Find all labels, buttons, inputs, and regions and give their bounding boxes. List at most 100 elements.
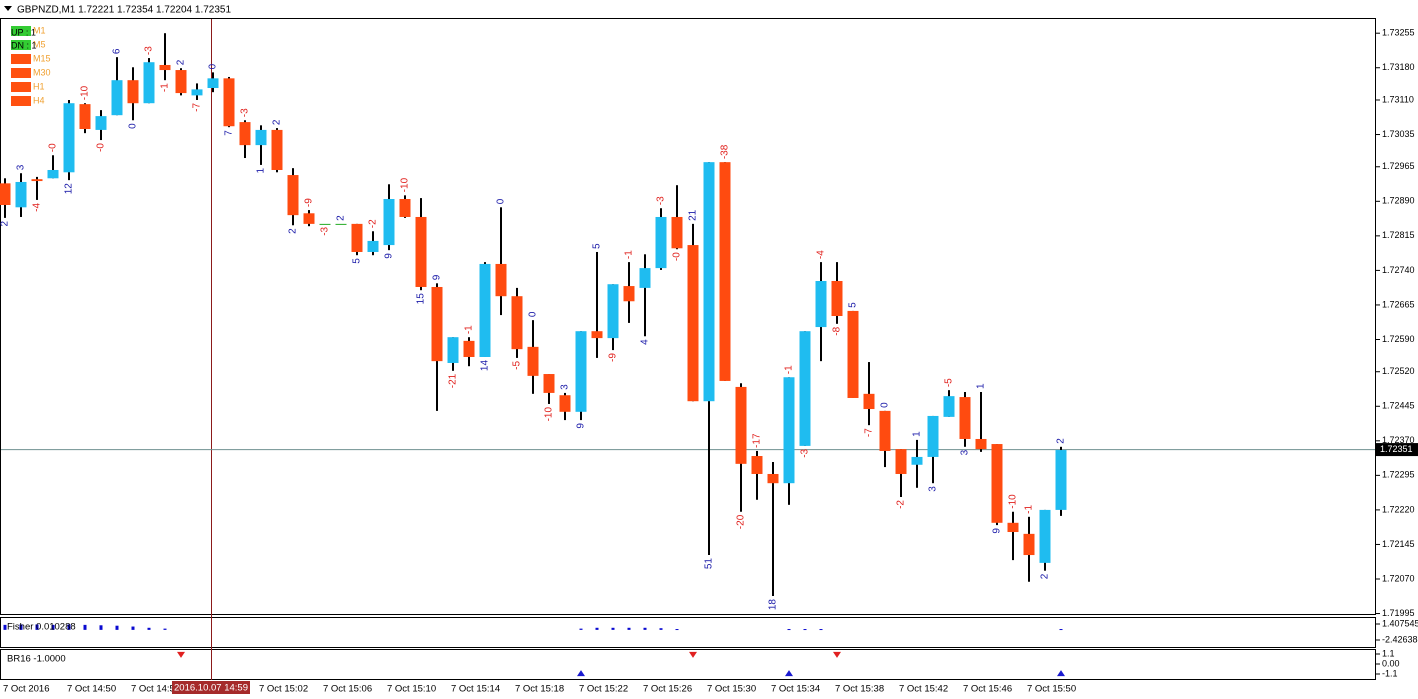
fisher-bar xyxy=(51,624,55,630)
candle-body xyxy=(655,216,667,269)
price-label-box xyxy=(1376,443,1418,457)
candle-label: 9 xyxy=(576,423,587,429)
timeframe-label: M5 xyxy=(33,39,46,49)
candle-body xyxy=(367,240,379,252)
candle-label: 5 xyxy=(352,258,363,264)
timeframe-box xyxy=(11,26,31,36)
candle-body xyxy=(207,78,219,89)
x-tick-label: 7 Oct 15:46 xyxy=(963,684,1012,695)
fisher-bar xyxy=(1059,629,1063,631)
candle-label: 4 xyxy=(640,339,651,345)
x-tick-label: 7 Oct 15:38 xyxy=(835,684,884,695)
fisher-bar xyxy=(147,627,151,630)
timeframe-box xyxy=(11,54,31,64)
candle-body xyxy=(287,175,299,216)
candle-label: 3 xyxy=(960,449,971,455)
header-icon xyxy=(4,6,12,11)
candle-body xyxy=(95,116,107,130)
candle-body xyxy=(879,410,891,451)
y-tick-label: 1.73110 xyxy=(1382,94,1414,104)
chart-title: GBPNZD,M1 1.72221 1.72354 1.72204 1.7235… xyxy=(17,5,231,16)
candle-body xyxy=(431,286,443,362)
candle-label: 18 xyxy=(768,599,779,611)
up-count: UP : 1 xyxy=(11,27,36,37)
signal-arrow xyxy=(785,670,793,677)
y-tick-label: 1.72070 xyxy=(1382,573,1415,583)
fisher-bar xyxy=(643,627,647,630)
candle-label: 2 xyxy=(0,220,11,226)
candle-body xyxy=(351,223,363,252)
candle-label: -2 xyxy=(896,500,907,509)
candle-body xyxy=(415,216,427,287)
y-tick-label: 1.73035 xyxy=(1382,129,1415,139)
candle-label: -5 xyxy=(512,360,523,369)
candle-label: -4 xyxy=(32,203,43,212)
candle-label: 21 xyxy=(688,209,699,221)
candle-label: 6 xyxy=(112,48,123,54)
timeframe-box xyxy=(11,96,31,106)
candle-body xyxy=(559,395,571,412)
candle-body xyxy=(847,310,859,398)
candle-body xyxy=(15,181,27,208)
y-tick-label: 1.72220 xyxy=(1382,504,1415,514)
candle-label: 7 xyxy=(224,130,235,136)
candle-label: -17 xyxy=(752,433,763,448)
candle-label: -9 xyxy=(608,353,619,362)
x-tick-label: 7 Oct 15:34 xyxy=(771,684,820,695)
fisher-bar xyxy=(579,628,583,630)
candle-label: 0 xyxy=(528,311,539,317)
candle-body xyxy=(143,62,155,104)
candle-body xyxy=(1039,509,1051,563)
candle-body xyxy=(463,340,475,357)
candle-label: 0 xyxy=(496,198,507,204)
candle-body xyxy=(191,89,203,96)
fisher-bar xyxy=(627,627,631,630)
candle-label: -7 xyxy=(192,103,203,112)
fisher-bar xyxy=(675,629,679,631)
candle-label: -10 xyxy=(80,85,91,100)
signal-arrow xyxy=(689,651,697,658)
candle-label: -5 xyxy=(944,378,955,387)
candle-body xyxy=(991,444,1003,523)
cursor-time-box xyxy=(172,681,250,694)
candle-label: -3 xyxy=(144,46,155,55)
x-tick-label: 7 Oct 15:22 xyxy=(579,684,628,695)
y-tick-label: 1.72665 xyxy=(1382,299,1415,309)
candle-body xyxy=(79,104,91,130)
candle-label: 3 xyxy=(560,384,571,390)
x-tick-label: 7 Oct 15:10 xyxy=(387,684,436,695)
candle-label: -38 xyxy=(720,144,731,159)
fisher-bar xyxy=(35,624,39,630)
candle-label: 5 xyxy=(592,243,603,249)
x-tick-label: 7 Oct 15:26 xyxy=(643,684,692,695)
candle-body xyxy=(319,223,331,225)
candle-body xyxy=(927,415,939,457)
candle-body xyxy=(975,438,987,450)
candle-body xyxy=(799,331,811,446)
candle-body xyxy=(959,397,971,439)
candle-label: 1 xyxy=(976,383,987,389)
candle-label: -10 xyxy=(400,177,411,192)
y-tick-label: 1.407545 xyxy=(1382,618,1418,628)
x-tick-label: 7 Oct 15:06 xyxy=(323,684,372,695)
fisher-bar xyxy=(19,624,23,630)
candle-label: 5 xyxy=(848,302,859,308)
candle-label: 9 xyxy=(384,253,395,259)
br16-frame xyxy=(0,649,1376,680)
signal-arrow xyxy=(177,651,185,658)
candle-label: 2 xyxy=(1040,573,1051,579)
timeframe-label: M15 xyxy=(33,53,51,63)
signal-arrow xyxy=(833,651,841,658)
fisher-bar xyxy=(115,625,119,630)
fisher-bar xyxy=(131,626,135,630)
candle-label: 51 xyxy=(704,558,715,570)
candle-body xyxy=(239,122,251,146)
x-tick-label: 7 Oct 15:18 xyxy=(515,684,564,695)
fisher-bar xyxy=(659,628,663,630)
candle-label: -0 xyxy=(672,252,683,261)
candle-label: -21 xyxy=(448,373,459,388)
candle-body xyxy=(527,346,539,376)
x-tick-label: 7 Oct 2016 xyxy=(3,684,49,695)
candle-body xyxy=(383,199,395,246)
